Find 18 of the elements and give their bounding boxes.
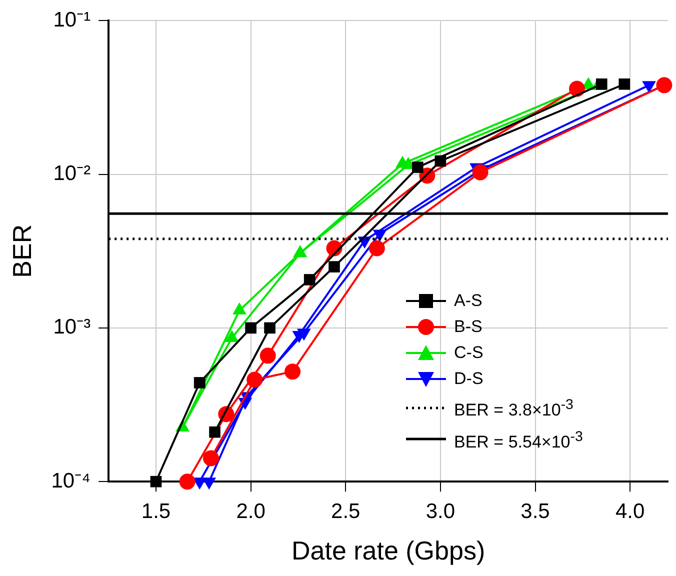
y-tick-label: 10⁻² [53, 162, 91, 186]
legend-label: D-S [454, 368, 484, 390]
legend-label: B-S [454, 316, 482, 338]
x-tick-label: 2.5 [331, 500, 360, 523]
legend-label: A-S [454, 290, 482, 312]
x-tick-label: 1.5 [141, 500, 171, 523]
y-tick-label: 10⁻¹ [53, 8, 91, 32]
legend-label: C-S [454, 342, 484, 364]
legend-label: BER = 5.54×10$^{-3}$ [454, 428, 583, 454]
y-tick-label: 10⁻⁴ [51, 469, 91, 492]
x-tick-label: 2.0 [236, 500, 266, 523]
x-tick-label: 3.0 [426, 500, 456, 523]
x-tick-label: 4.0 [615, 500, 645, 523]
legend-label: BER = 3.8×10$^{-3}$ [454, 396, 574, 422]
x-tick-label: 3.5 [520, 500, 550, 523]
y-axis-title: BER [6, 224, 37, 278]
y-tick-label: 10⁻³ [53, 316, 91, 339]
x-axis-title: Date rate (Gbps) [291, 536, 486, 566]
